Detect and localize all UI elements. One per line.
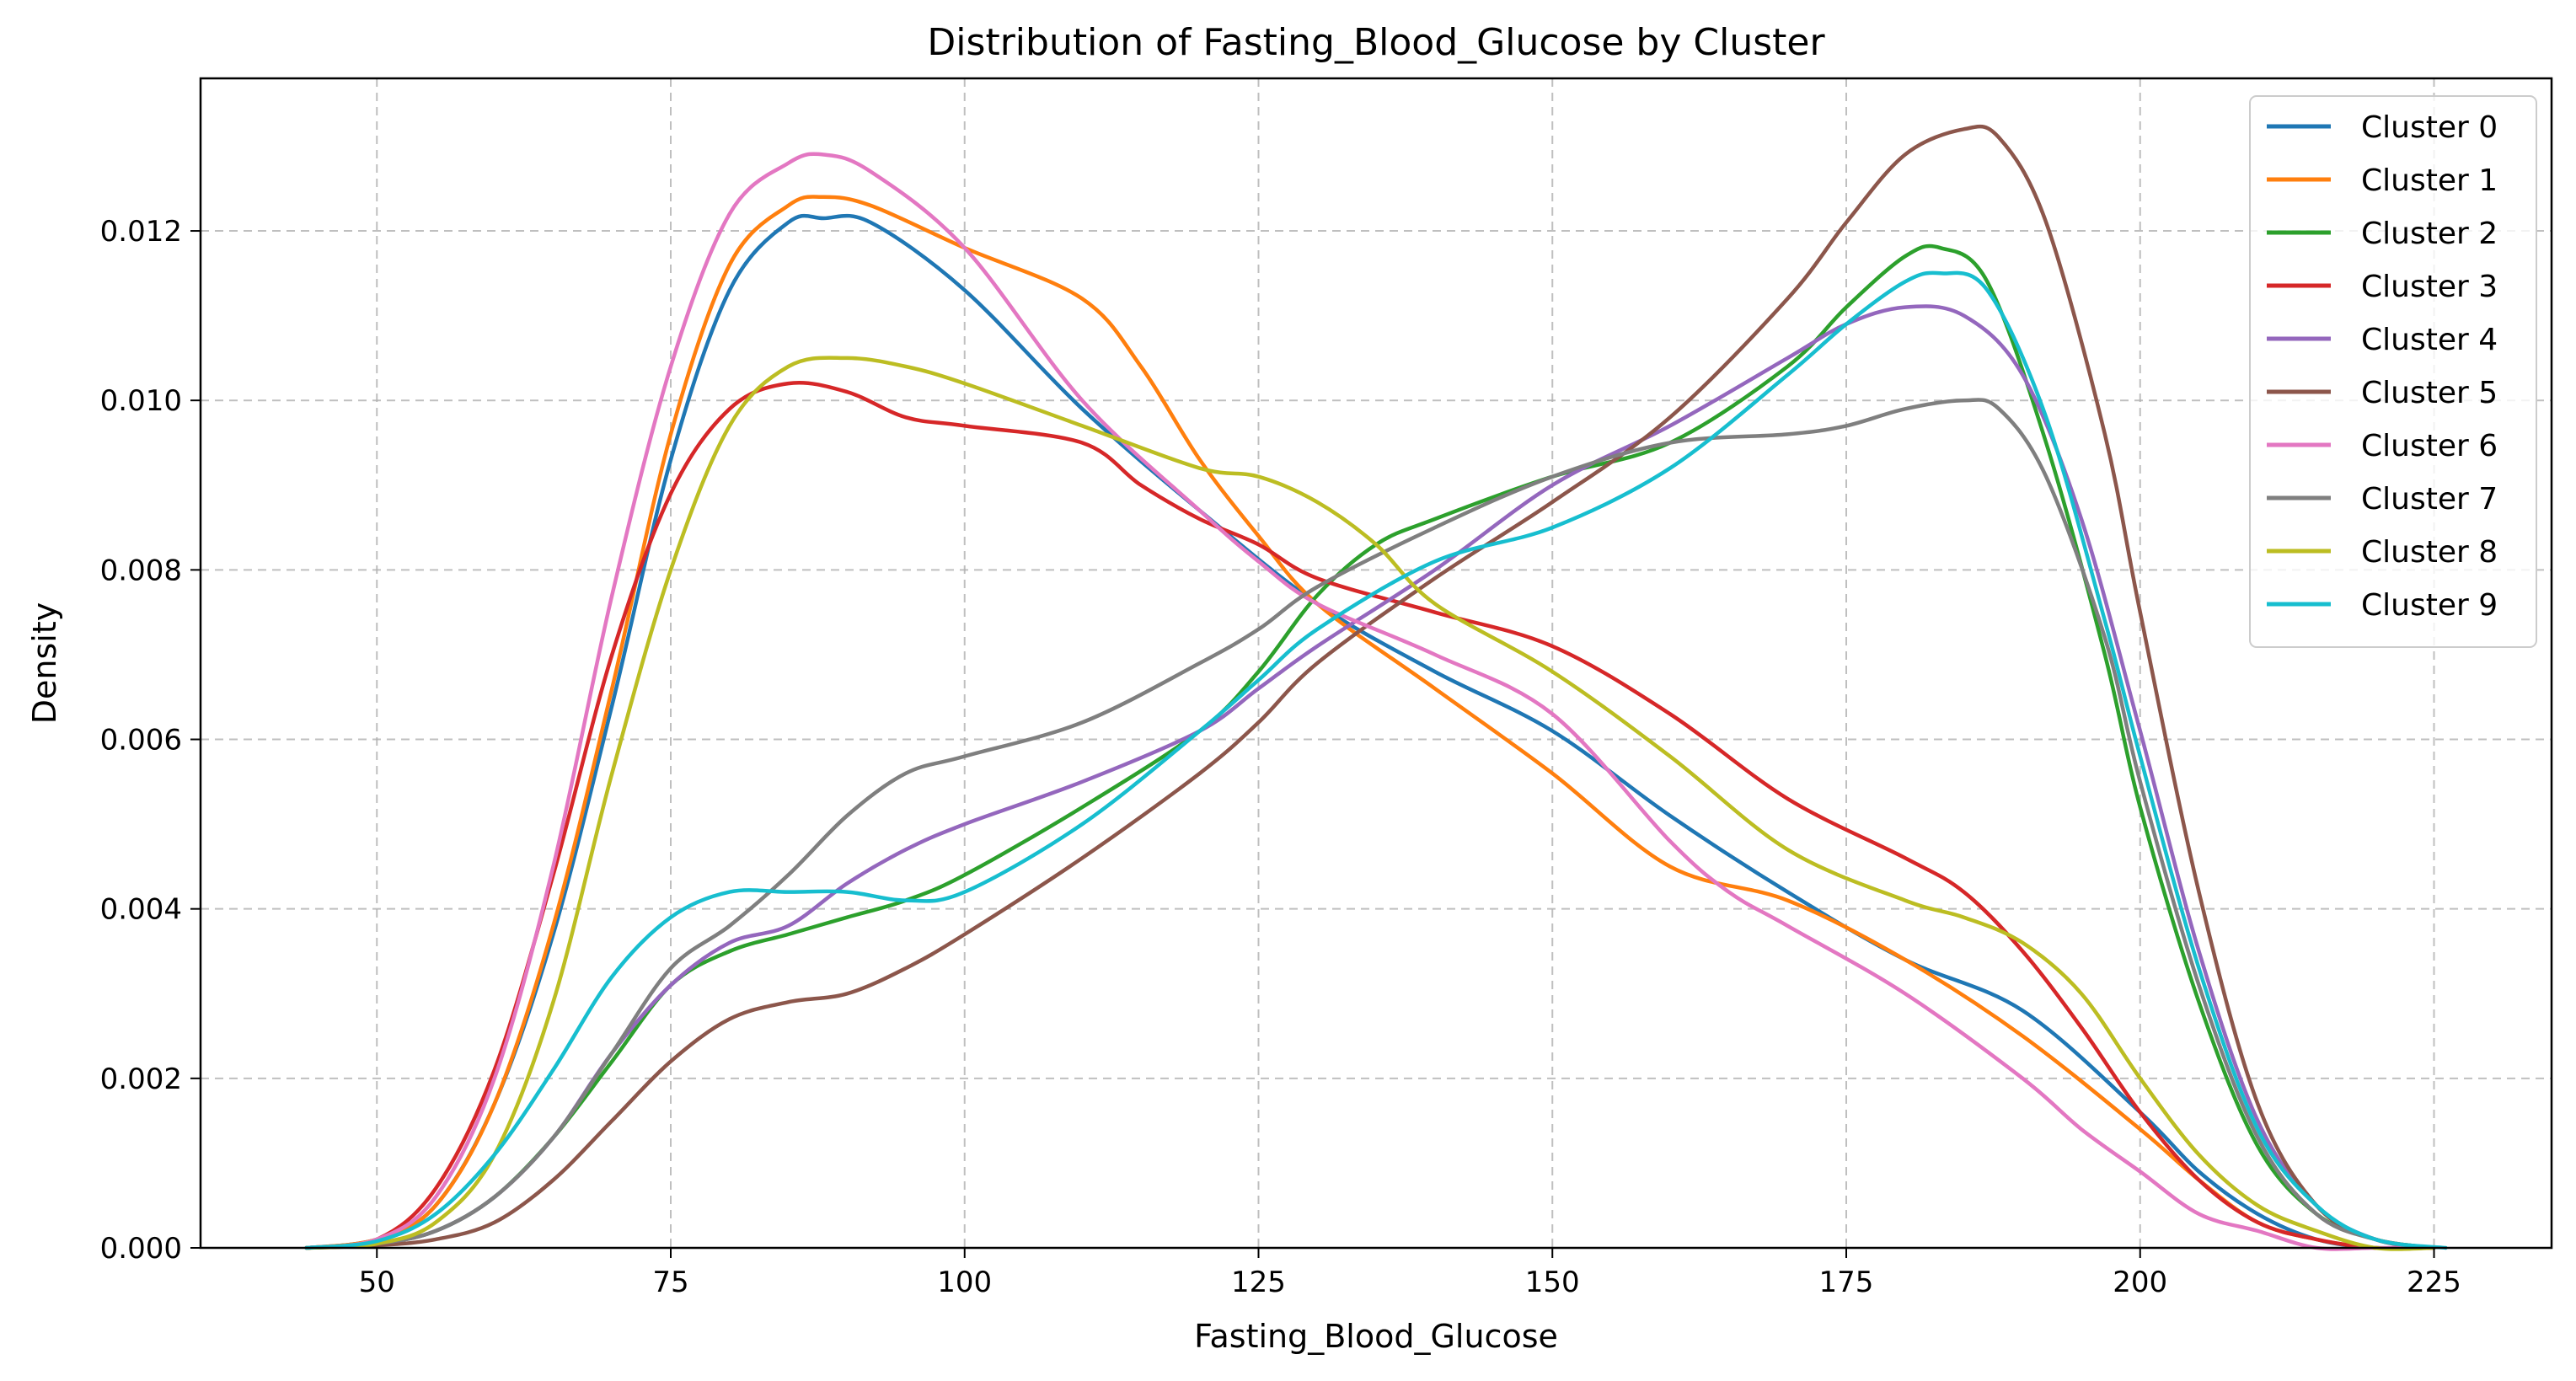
legend-label: Cluster 6 (2361, 429, 2498, 463)
y-tick-label: 0.012 (100, 215, 182, 249)
legend-label: Cluster 7 (2361, 482, 2498, 517)
chart-title: Distribution of Fasting_Blood_Glucose by… (927, 21, 1825, 64)
series-line-cluster-8 (304, 356, 2436, 1251)
y-tick-label: 0.000 (100, 1232, 182, 1266)
legend-label: Cluster 2 (2361, 217, 2498, 251)
x-axis-label: Fasting_Blood_Glucose (1194, 1318, 1558, 1355)
series-line-cluster-3 (304, 380, 2436, 1251)
series-line-cluster-9 (304, 270, 2448, 1250)
x-tick-label: 225 (2407, 1266, 2461, 1299)
series-line-cluster-1 (304, 195, 2436, 1251)
y-axis-ticks: 0.000 0.002 0.004 0.006 0.008 0.010 0.012 (100, 215, 201, 1266)
legend-label: Cluster 9 (2361, 588, 2498, 623)
legend-label: Cluster 3 (2361, 270, 2498, 304)
x-tick-label: 175 (1819, 1266, 1874, 1299)
legend-label: Cluster 0 (2361, 110, 2498, 145)
y-tick-label: 0.004 (100, 893, 182, 927)
series-line-cluster-0 (304, 213, 2436, 1251)
series-line-cluster-6 (304, 152, 2436, 1251)
series-line-cluster-5 (304, 124, 2436, 1250)
series-lines (304, 124, 2448, 1251)
y-tick-label: 0.008 (100, 554, 182, 587)
x-tick-label: 75 (652, 1266, 688, 1299)
y-axis-label: Density (26, 602, 63, 724)
y-tick-label: 0.006 (100, 724, 182, 757)
y-tick-label: 0.010 (100, 384, 182, 418)
x-tick-label: 50 (359, 1266, 395, 1299)
x-tick-label: 150 (1525, 1266, 1580, 1299)
series-line-cluster-7 (304, 398, 2436, 1250)
x-tick-label: 100 (937, 1266, 992, 1299)
legend-label: Cluster 4 (2361, 323, 2498, 357)
legend-label: Cluster 1 (2361, 163, 2498, 198)
legend: Cluster 0 Cluster 1 Cluster 2 Cluster 3 Clus… (2249, 95, 2537, 648)
y-tick-label: 0.002 (100, 1063, 182, 1096)
legend-label: Cluster 5 (2361, 376, 2498, 410)
plot-frame (199, 77, 2553, 1250)
series-line-cluster-2 (304, 244, 2436, 1250)
legend-label: Cluster 8 (2361, 535, 2498, 570)
x-tick-label: 200 (2113, 1266, 2167, 1299)
x-axis-ticks: 50 75 100 125 150 175 200 225 (359, 1248, 2461, 1299)
x-tick-label: 125 (1231, 1266, 1286, 1299)
series-line-cluster-4 (304, 304, 2436, 1250)
